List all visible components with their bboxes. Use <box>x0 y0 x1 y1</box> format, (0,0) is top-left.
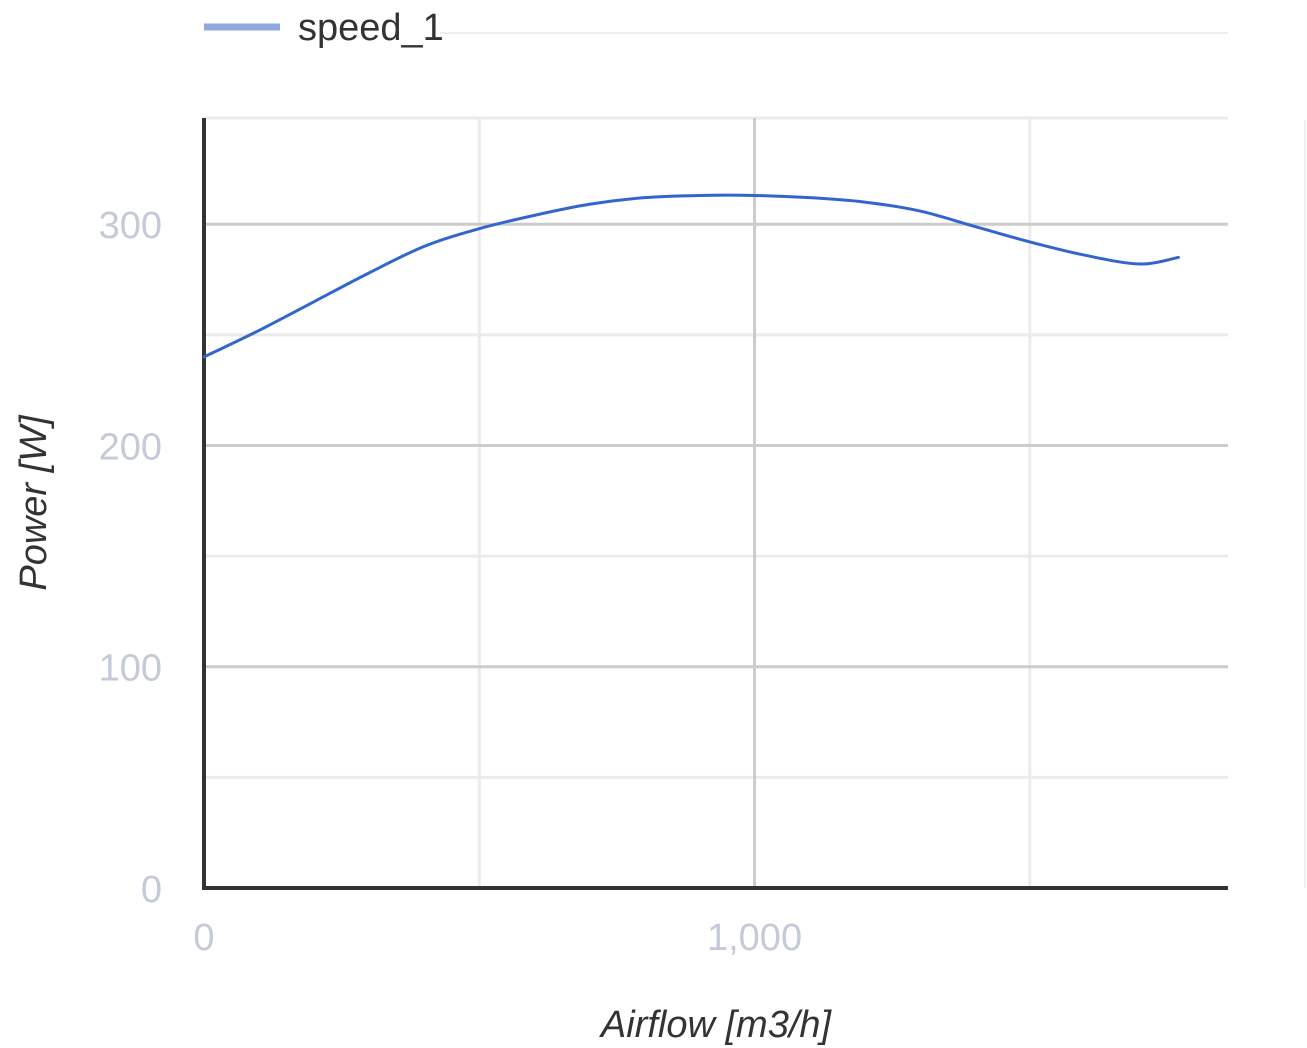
y-tick-label: 200 <box>99 426 162 468</box>
legend: speed_1 <box>204 7 444 49</box>
series-line-speed-1 <box>202 193 1180 359</box>
y-axis-ticks: 0 100 200 300 <box>99 205 162 911</box>
legend-label-speed-1: speed_1 <box>298 7 444 49</box>
y-axis-title: Power [W] <box>13 414 55 591</box>
grid <box>204 116 1228 888</box>
x-tick-label: 0 <box>193 917 214 959</box>
x-axis-ticks: 0 1,000 <box>193 917 802 959</box>
y-tick-label: 100 <box>99 648 162 690</box>
series-layer <box>202 193 1180 359</box>
x-tick-label: 1,000 <box>707 917 802 959</box>
x-axis-title: Airflow [m3/h] <box>599 1004 833 1046</box>
y-tick-label: 300 <box>99 205 162 247</box>
y-tick-label: 0 <box>141 869 162 911</box>
